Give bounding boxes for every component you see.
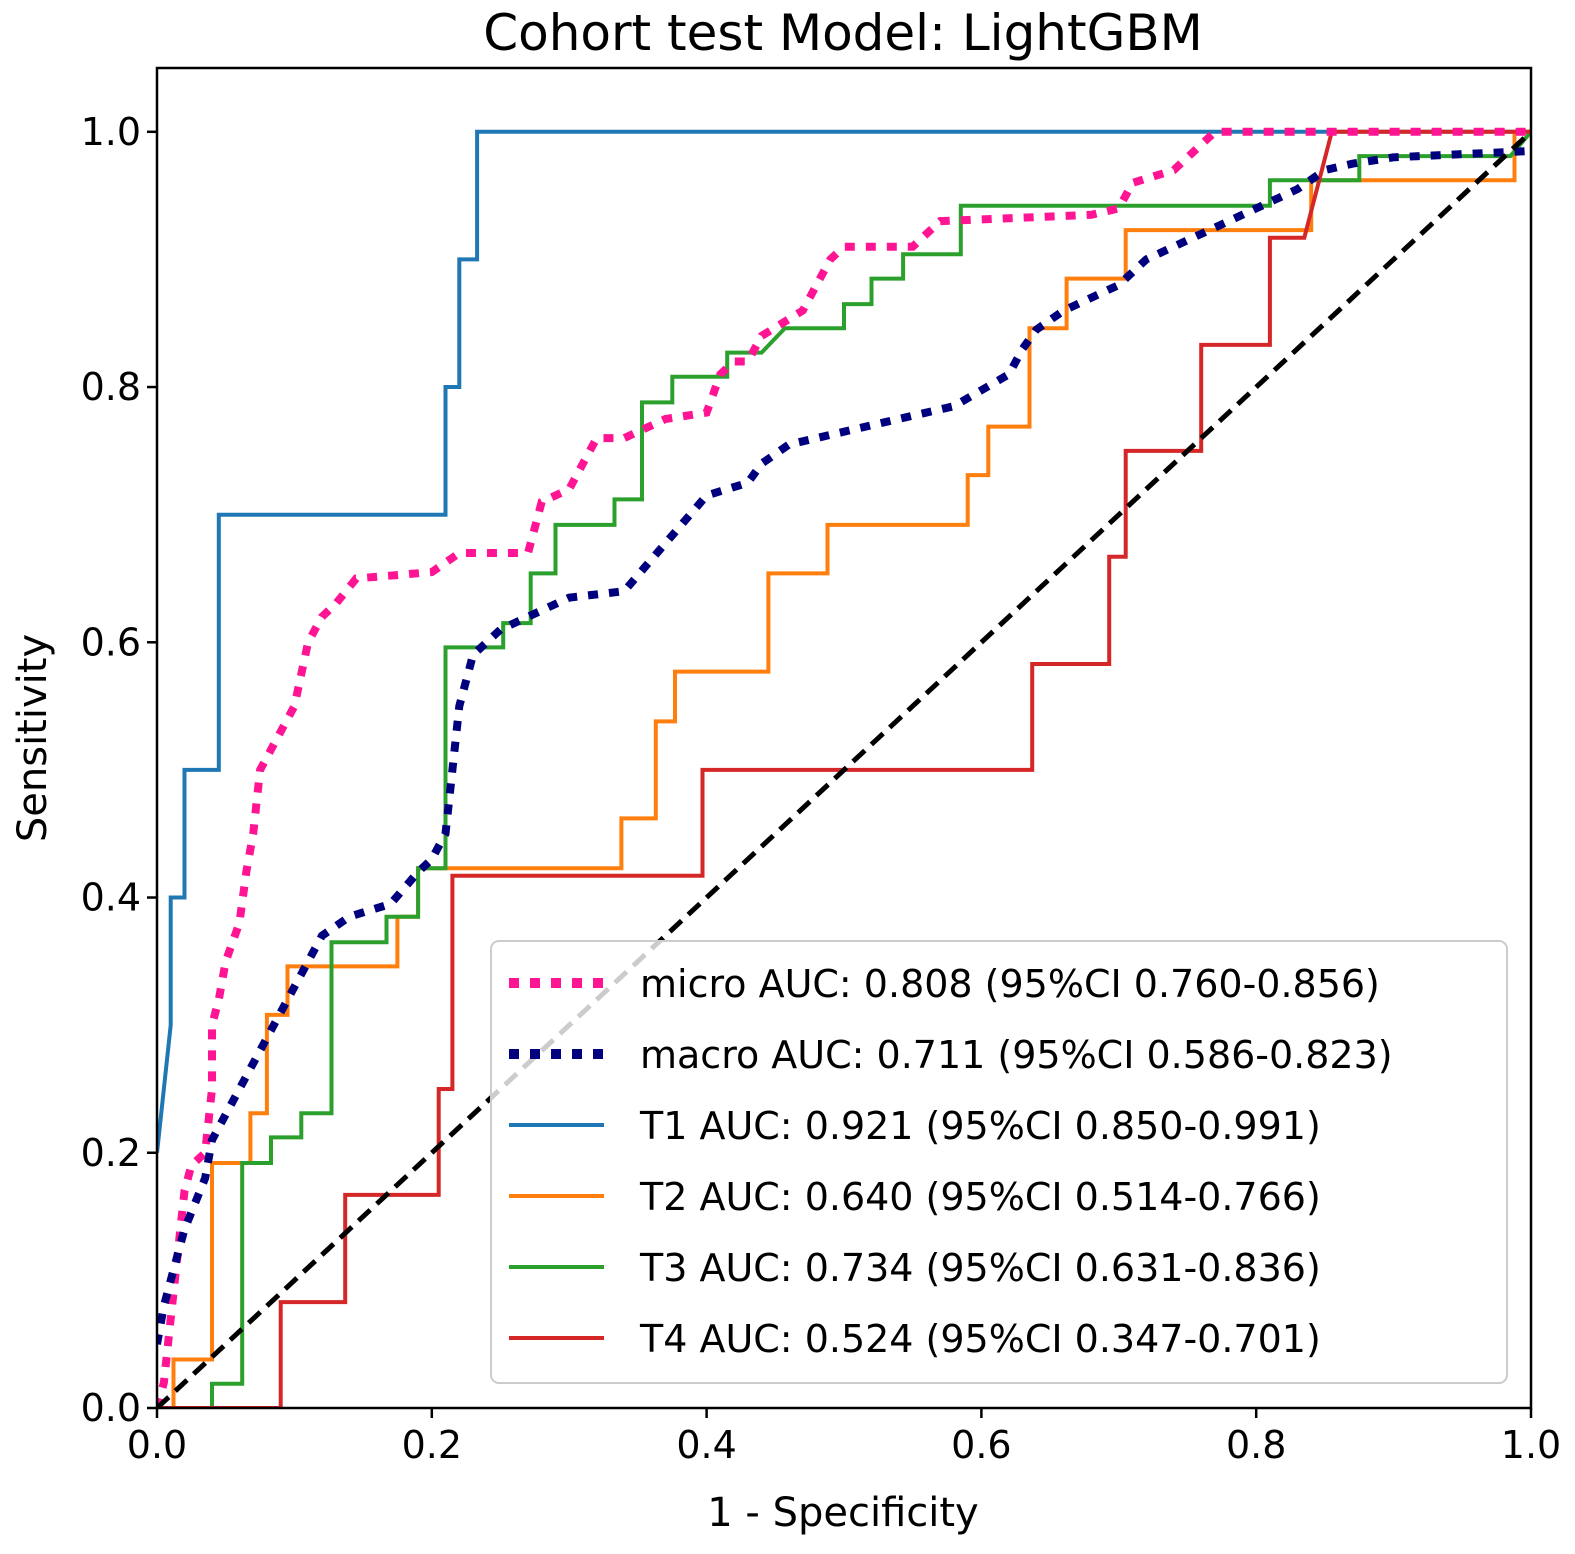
legend-label-micro: micro AUC: 0.808 (95%CI 0.760-0.856)	[640, 962, 1380, 1006]
x-tick-label: 0.8	[1226, 1423, 1286, 1467]
x-tick-label: 0.0	[127, 1423, 187, 1467]
legend: micro AUC: 0.808 (95%CI 0.760-0.856) macr…	[490, 940, 1508, 1384]
axis-ticks-group: 0.0 0.2 0.4 0.6 0.8 1.0 0.0 0.2 0.4 0.6 0.8 1.0	[81, 110, 1562, 1467]
y-tick-label: 0.4	[81, 876, 141, 920]
curve-T2	[157, 129, 1531, 1408]
legend-label-T3: T3 AUC: 0.734 (95%CI 0.631-0.836)	[639, 1246, 1321, 1290]
y-tick-label: 0.8	[81, 365, 141, 409]
legend-box	[490, 940, 1508, 1384]
curves-group	[157, 127, 1531, 1408]
reference-diagonal-line	[157, 129, 1531, 1408]
curve-macro	[157, 147, 1531, 1345]
curve-T4	[157, 129, 1531, 1408]
x-axis-label: 1 - Specificity	[707, 1490, 978, 1536]
y-tick-label: 0.0	[81, 1386, 141, 1430]
x-tick-label: 0.4	[676, 1423, 736, 1467]
curve-micro	[157, 127, 1531, 1408]
x-tick-label: 0.6	[951, 1423, 1011, 1467]
legend-label-T4: T4 AUC: 0.524 (95%CI 0.347-0.701)	[639, 1317, 1321, 1361]
y-tick-label: 0.2	[81, 1131, 141, 1175]
legend-label-T1: T1 AUC: 0.921 (95%CI 0.850-0.991)	[639, 1104, 1321, 1148]
legend-label-T2: T2 AUC: 0.640 (95%CI 0.514-0.766)	[639, 1175, 1321, 1219]
x-tick-label: 0.2	[402, 1423, 462, 1467]
curve-T1	[157, 129, 1531, 1154]
y-axis-label: Sensitivity	[10, 634, 56, 842]
chart-title: Cohort test Model: LightGBM	[483, 4, 1203, 62]
y-tick-label: 0.6	[81, 620, 141, 664]
x-tick-label: 1.0	[1501, 1423, 1561, 1467]
y-tick-label: 1.0	[81, 110, 141, 154]
curve-T3	[210, 130, 1531, 1408]
legend-label-macro: macro AUC: 0.711 (95%CI 0.586-0.823)	[640, 1033, 1393, 1077]
plot-frame	[155, 66, 1533, 1410]
